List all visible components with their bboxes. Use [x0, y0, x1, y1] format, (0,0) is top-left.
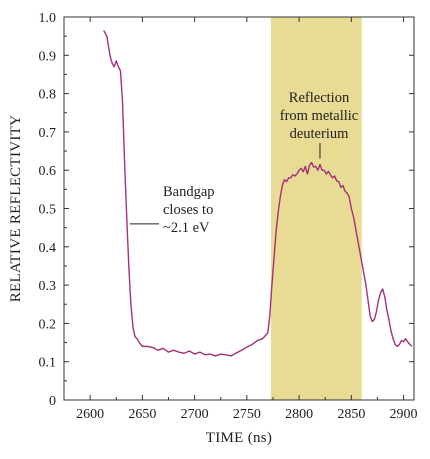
annotation-reflection-line: Reflection [289, 90, 350, 106]
y-tick-label: 0.3 [39, 279, 57, 294]
y-tick-label: 0.2 [39, 317, 57, 332]
y-tick-label: 1.0 [39, 11, 57, 26]
x-tick-label: 2750 [233, 407, 261, 422]
annotation-bandgap-line: Bandgap [163, 184, 215, 200]
y-tick-label: 0.1 [39, 356, 57, 371]
x-tick-label: 2800 [285, 407, 313, 422]
y-tick-label: 0 [49, 394, 56, 409]
y-tick-label: 0.6 [39, 164, 57, 179]
x-tick-label: 2600 [76, 407, 104, 422]
x-axis-label: TIME (ns) [206, 430, 272, 446]
x-tick-label: 2700 [181, 407, 209, 422]
annotation-reflection-line: from metallic [280, 108, 359, 124]
highlight-band [270, 17, 362, 400]
x-tick-label: 2850 [337, 407, 365, 422]
x-tick-label: 2900 [390, 407, 418, 422]
y-tick-label: 0.4 [39, 241, 57, 256]
series-line-0 [103, 30, 413, 357]
y-tick-label: 0.9 [39, 49, 57, 64]
y-axis-label: RELATIVE REFLECTIVITY [8, 115, 24, 303]
y-tick-label: 0.8 [39, 88, 57, 103]
annotation-bandgap-line: ~2.1 eV [163, 220, 210, 236]
annotation-reflection-line: deuterium [290, 126, 350, 142]
y-tick-label: 0.7 [39, 126, 57, 141]
x-tick-label: 2650 [128, 407, 156, 422]
y-tick-label: 0.5 [39, 203, 57, 218]
annotation-bandgap-line: closes to [163, 202, 213, 218]
